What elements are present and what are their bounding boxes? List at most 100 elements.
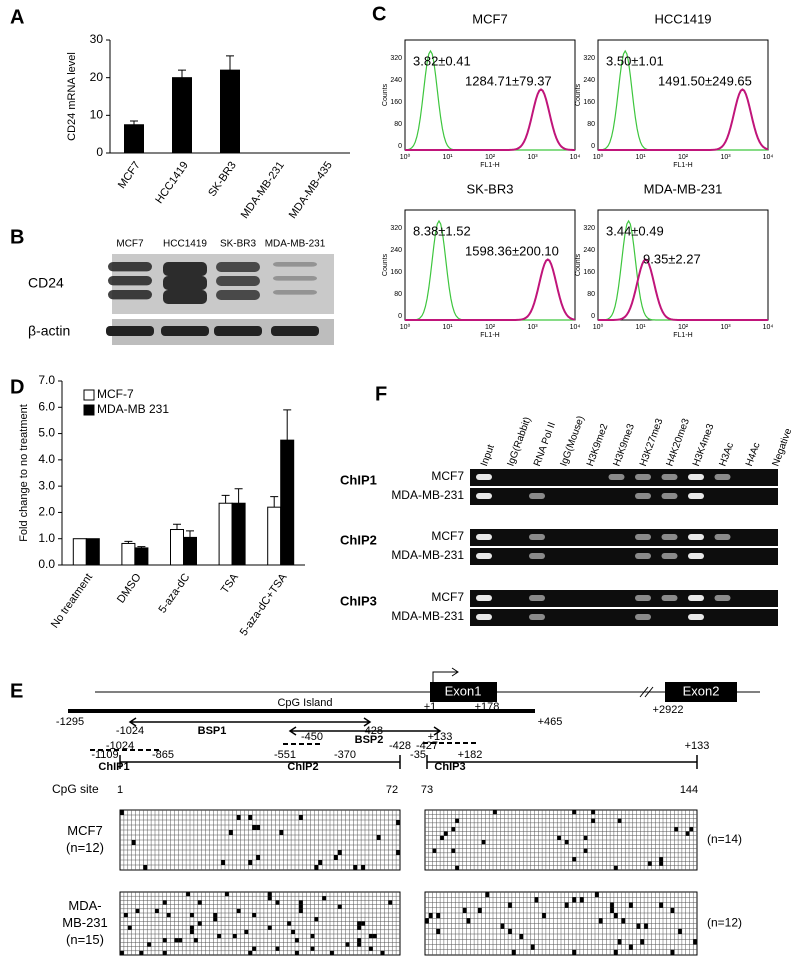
gel-band (529, 493, 545, 499)
exon-label: Exon2 (683, 683, 720, 698)
error-bar (221, 494, 230, 504)
methylated-cpg (248, 815, 253, 820)
y-tick-label: 4.0 (38, 452, 55, 466)
methylated-cpg (337, 850, 342, 855)
y-tick-label: 160 (583, 269, 595, 276)
methylated-cpg (583, 835, 588, 840)
error-bar (283, 409, 292, 441)
y-tick-label: 20 (90, 70, 104, 84)
methylated-cpg (670, 907, 675, 913)
gel-band (661, 553, 678, 559)
methylated-cpg (451, 848, 456, 853)
methylated-cpg (298, 908, 303, 913)
methylated-cpg (279, 830, 284, 835)
methylated-cpg (617, 818, 622, 823)
panel-label: C (372, 3, 386, 25)
x-tick-label: 10⁰ (593, 323, 604, 331)
exon (665, 682, 737, 702)
plot-title: MDA-MB-231 (644, 181, 723, 196)
plot-title: MCF7 (472, 11, 507, 26)
methylated-cpg (221, 860, 225, 865)
gel-band (635, 595, 651, 601)
band (273, 290, 317, 295)
x-tick-label: 10⁰ (400, 153, 411, 161)
gel-band (635, 614, 651, 620)
methylated-cpg (425, 918, 429, 924)
y-tick-label: 1.0 (38, 531, 55, 545)
bar (280, 439, 295, 566)
plot-frame (404, 209, 576, 321)
bar (183, 536, 197, 566)
methylated-cpg (485, 892, 490, 898)
methylated-cpg (357, 925, 362, 930)
sample-count: (n=12) (707, 916, 742, 930)
gel (470, 609, 778, 626)
methylated-cpg (310, 946, 315, 951)
bsp1 (128, 717, 372, 727)
methylated-cpg (252, 825, 257, 830)
methylated-cpg (436, 928, 441, 934)
bar (121, 542, 136, 566)
methylated-cpg (330, 950, 334, 955)
y-tick-label: 240 (583, 77, 595, 84)
y-tick-label: 0 (591, 313, 595, 320)
gel (470, 529, 778, 546)
band (108, 262, 152, 272)
band (214, 326, 262, 336)
y-tick-label: 2.0 (38, 505, 55, 519)
y-tick-label: 80 (394, 121, 402, 128)
methylated-cpg (298, 900, 303, 905)
gel-band (476, 553, 492, 559)
legend-label: MCF-7 (97, 387, 134, 401)
methylated-cpg (595, 892, 599, 898)
methylated-cpg (613, 865, 618, 870)
gel (470, 590, 778, 607)
methylated-cpg (123, 913, 128, 918)
methylated-cpg (120, 810, 124, 815)
error-bar (124, 540, 133, 544)
methylated-cpg (511, 949, 516, 955)
error-bar (270, 496, 279, 508)
gel-band (529, 614, 545, 620)
methylated-cpg (591, 810, 595, 815)
gel (470, 548, 778, 565)
methylated-cpg (636, 923, 641, 929)
methylated-cpg (357, 942, 362, 947)
row-label: MDA-MB-231 (391, 609, 464, 623)
cpg-index: 1 (117, 784, 123, 796)
map-label: +182 (458, 749, 483, 761)
legend-swatch (83, 389, 95, 401)
methylated-cpg (155, 908, 159, 913)
y-tick-label: 0 (398, 143, 402, 150)
methylated-cpg (256, 855, 260, 860)
methylated-cpg (127, 925, 132, 930)
x-axis-title: FL1-H (480, 332, 499, 339)
annotation: 8.38±1.52 (413, 223, 471, 238)
methylated-cpg (396, 850, 400, 855)
methylated-cpg (298, 815, 303, 820)
methylated-cpg (647, 861, 652, 866)
annotation: 3.82±0.41 (413, 53, 471, 68)
methylated-cpg (333, 855, 338, 860)
x-axis-title: FL1-H (480, 162, 499, 169)
methylated-cpg (508, 928, 512, 934)
methylated-cpg (298, 904, 303, 909)
map-label: +465 (538, 716, 563, 728)
error-bar (173, 523, 181, 530)
region-bar (426, 755, 698, 769)
methylated-cpg (617, 939, 622, 945)
y-tick-label: 10 (90, 108, 104, 122)
methylated-cpg (500, 923, 505, 929)
methylated-cpg (236, 908, 241, 913)
y-axis-title: Counts (382, 253, 389, 276)
panel-label: E (10, 680, 23, 702)
row-label: CD24 (28, 275, 64, 291)
methylated-cpg (572, 897, 577, 903)
error-bar (226, 55, 234, 71)
y-tick-label: 240 (583, 247, 595, 254)
methylated-cpg (353, 865, 358, 870)
methylated-cpg (451, 827, 456, 832)
y-tick-label: 0 (96, 145, 103, 159)
sample-label: (n=12) (66, 840, 104, 855)
x-tick-label: 10⁴ (763, 324, 774, 331)
